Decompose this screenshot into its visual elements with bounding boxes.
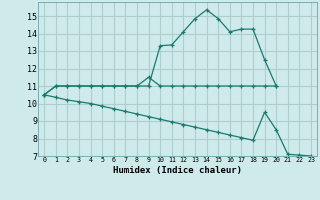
X-axis label: Humidex (Indice chaleur): Humidex (Indice chaleur) <box>113 166 242 175</box>
